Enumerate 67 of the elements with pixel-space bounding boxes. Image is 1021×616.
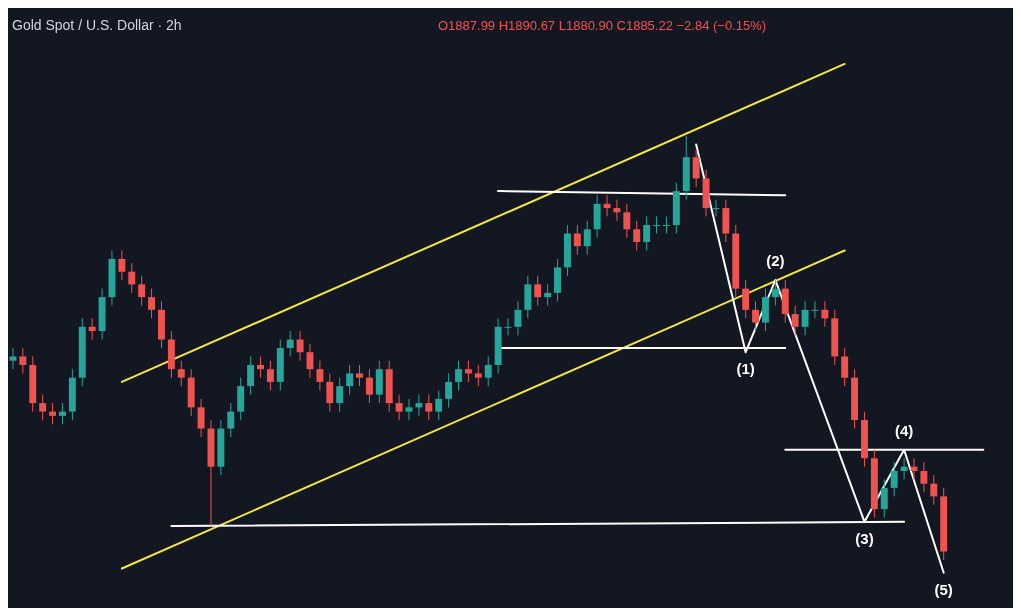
candlestick bbox=[920, 461, 928, 493]
candlestick bbox=[118, 249, 126, 281]
candlestick bbox=[286, 330, 294, 357]
candlestick bbox=[415, 394, 423, 417]
candlestick bbox=[365, 368, 373, 404]
candlestick bbox=[643, 216, 651, 251]
candlestick bbox=[58, 402, 66, 425]
candlestick bbox=[49, 402, 57, 425]
candlestick bbox=[19, 347, 27, 374]
candlestick bbox=[662, 216, 670, 235]
candlestick bbox=[425, 394, 433, 421]
candlestick bbox=[573, 224, 581, 256]
candlestick bbox=[346, 364, 354, 396]
candlestick bbox=[771, 279, 779, 307]
candlestick bbox=[435, 389, 443, 421]
candlestick bbox=[603, 194, 611, 218]
candlestick bbox=[653, 216, 661, 235]
candlestick bbox=[930, 474, 938, 506]
annotation: (5) bbox=[934, 580, 953, 598]
candlestick bbox=[623, 203, 631, 239]
candlestick bbox=[148, 288, 156, 319]
candlestick bbox=[336, 377, 344, 413]
candlestick bbox=[890, 461, 898, 497]
candlestick bbox=[692, 148, 700, 188]
candlestick bbox=[88, 317, 96, 341]
candlestick bbox=[742, 279, 750, 319]
candlestick bbox=[39, 394, 47, 421]
candlestick bbox=[247, 355, 255, 396]
candlestick bbox=[177, 360, 185, 387]
candlestick bbox=[484, 355, 492, 387]
text: O1887.99 H1890.67 L1880.90 C1885.22 −2.84 (−0.15%) bbox=[438, 18, 767, 33]
candlestick bbox=[474, 364, 482, 387]
candlestick bbox=[880, 478, 888, 519]
candlestick bbox=[455, 360, 462, 391]
candlestick bbox=[356, 364, 363, 387]
candlestick bbox=[514, 300, 522, 336]
candlestick bbox=[801, 300, 809, 336]
candlestick bbox=[900, 457, 908, 480]
candlestick bbox=[752, 300, 760, 332]
annotation: (3) bbox=[855, 529, 874, 547]
candlestick bbox=[464, 360, 472, 383]
candlestick bbox=[841, 347, 849, 387]
candlestick bbox=[445, 372, 453, 408]
annotation: (4) bbox=[894, 421, 914, 439]
candlestick bbox=[534, 275, 542, 307]
candlestick bbox=[128, 262, 136, 294]
candlestick bbox=[821, 300, 829, 328]
candlestick bbox=[197, 398, 205, 438]
candlestick bbox=[544, 283, 552, 307]
candlestick bbox=[712, 199, 720, 218]
chart-title: Gold Spot / U.S. Dollar · 2h bbox=[12, 17, 182, 33]
candlestick bbox=[266, 360, 274, 391]
annotation: (1) bbox=[736, 360, 755, 378]
candlestick bbox=[227, 402, 235, 438]
candlestick bbox=[316, 360, 324, 391]
candlestick bbox=[138, 275, 146, 307]
candlestick bbox=[296, 330, 304, 362]
annotation: (2) bbox=[766, 252, 785, 270]
candlestick bbox=[583, 220, 591, 256]
candlestick bbox=[9, 347, 17, 370]
candlestick bbox=[326, 372, 334, 413]
candlestick bbox=[633, 220, 641, 251]
candlestick bbox=[405, 398, 413, 421]
candlestick bbox=[257, 355, 264, 379]
candlestick bbox=[395, 394, 403, 421]
candlestick bbox=[613, 199, 621, 222]
candlestick bbox=[791, 305, 799, 336]
